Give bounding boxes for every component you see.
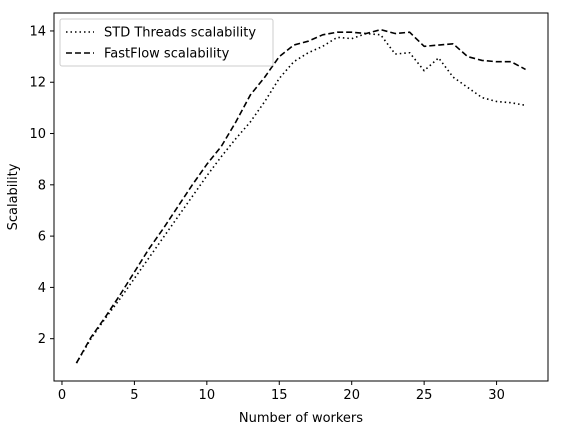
y-tick-label: 14 xyxy=(29,24,46,39)
legend-label-fastflow: FastFlow scalability xyxy=(104,47,230,62)
plot-layer xyxy=(75,28,526,364)
axes-layer: 0 5 10 15 20 25 30 2 4 6 8 10 12 14 xyxy=(29,12,549,403)
x-tick-label: 0 xyxy=(58,388,66,403)
legend: STD Threads scalability FastFlow scalabi… xyxy=(59,18,274,67)
y-tick-label: 10 xyxy=(29,127,46,142)
y-tick-label: 8 xyxy=(38,178,46,193)
y-tick-label: 2 xyxy=(38,332,46,347)
x-axis-label: Number of workers xyxy=(239,411,363,426)
legend-box xyxy=(59,18,274,67)
y-tick-label: 6 xyxy=(38,230,46,245)
series-line-1 xyxy=(75,28,526,364)
y-tick-label: 12 xyxy=(29,76,46,91)
x-tick-label: 25 xyxy=(416,388,433,403)
x-tick-label: 10 xyxy=(199,388,216,403)
x-tick-label: 5 xyxy=(130,388,138,403)
x-tick-label: 20 xyxy=(343,388,360,403)
y-tick-label: 4 xyxy=(38,281,46,296)
series-line-0 xyxy=(75,32,526,364)
legend-label-std-threads: STD Threads scalability xyxy=(104,26,256,41)
x-tick-label: 15 xyxy=(271,388,288,403)
plot-frame xyxy=(53,12,549,382)
y-axis-label: Scalability xyxy=(6,163,21,230)
x-tick-label: 30 xyxy=(488,388,505,403)
